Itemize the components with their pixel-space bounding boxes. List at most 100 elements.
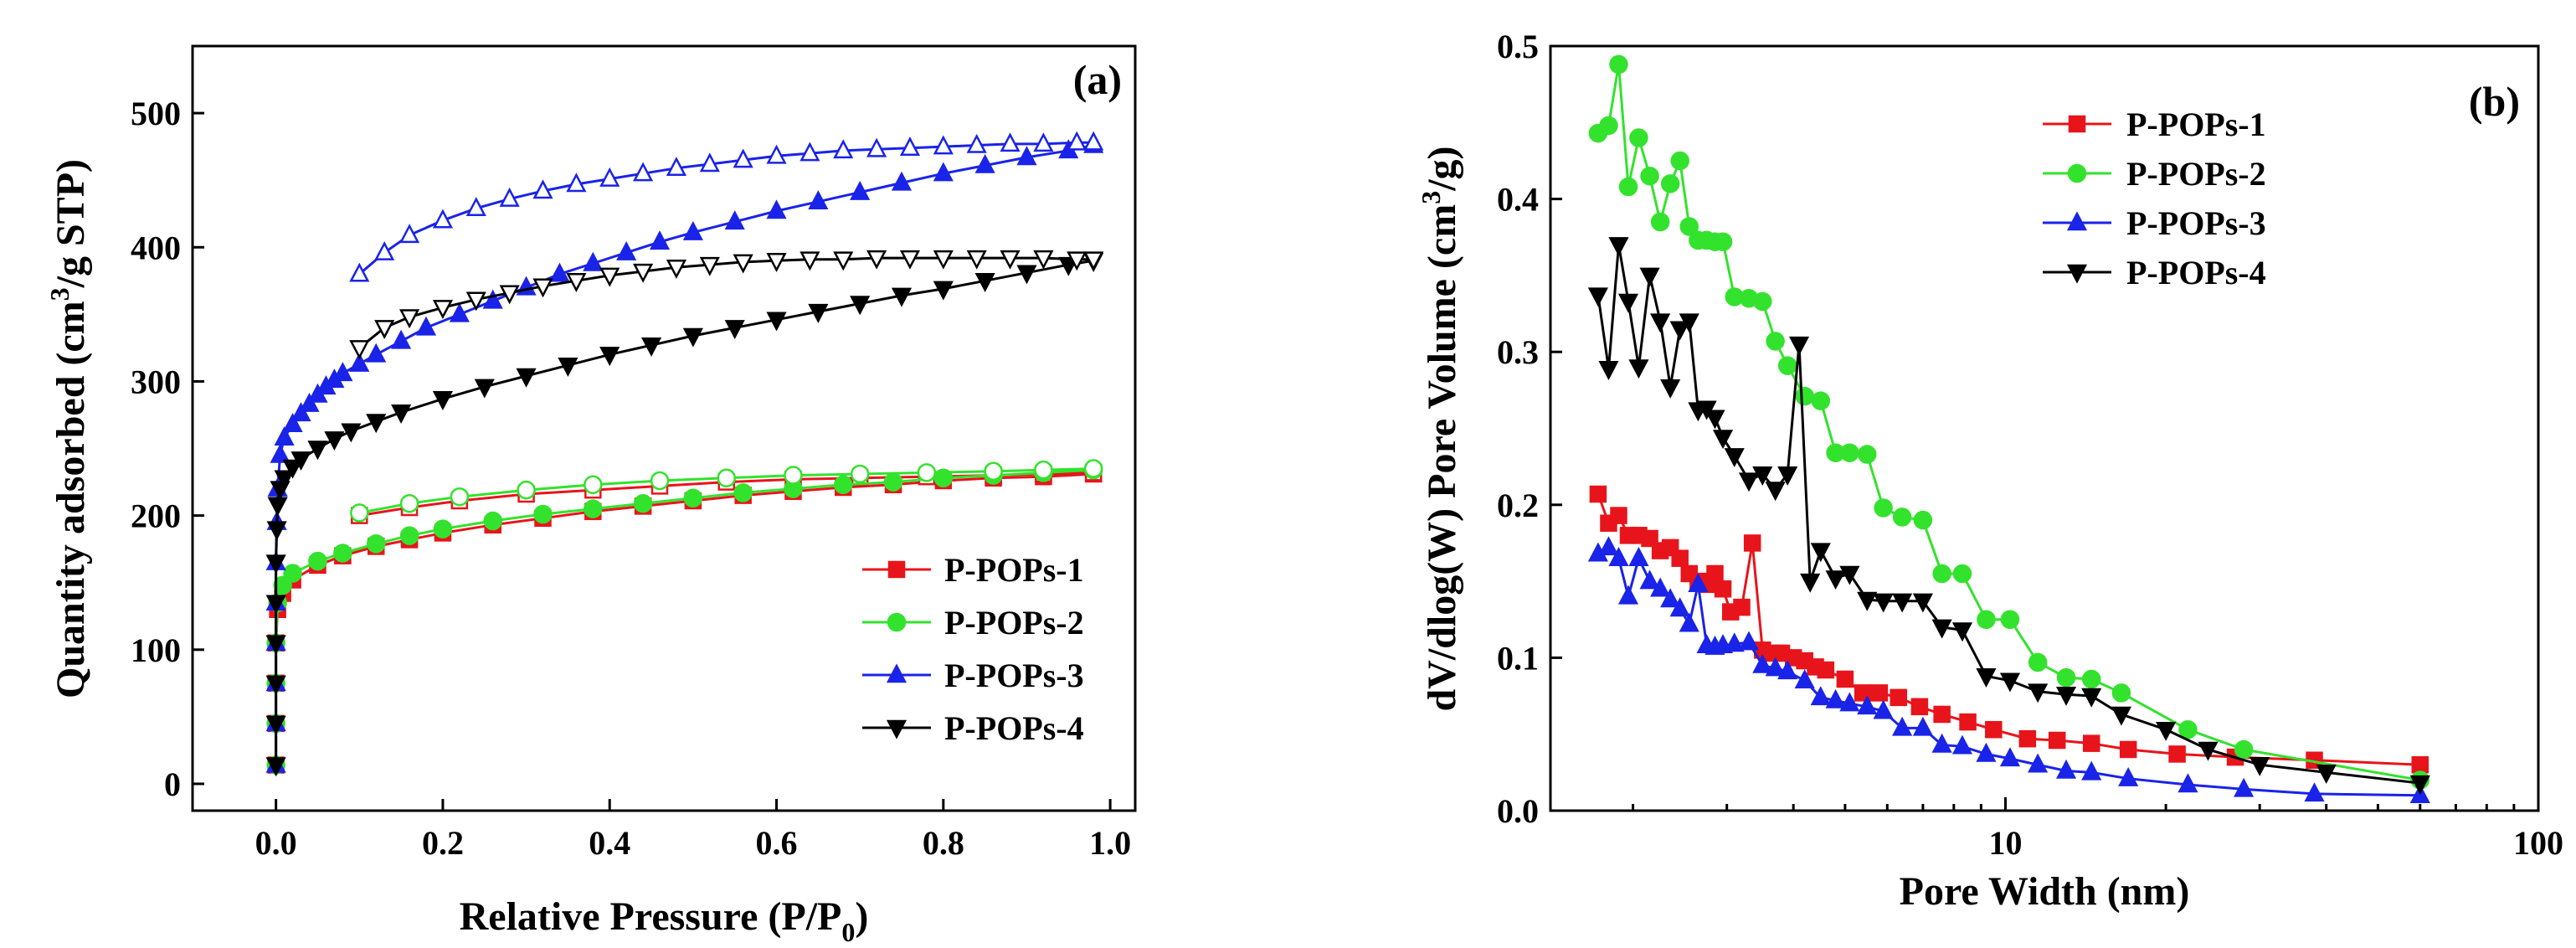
panel-a-adsorption-point [333,544,352,563]
panel-a-adsorption-point [291,402,311,422]
panel-a-adsorption-point [265,757,286,777]
panel-a-legend-label: P-POPs-4 [944,709,1084,747]
panel-a-y-tick-label: 0 [164,765,181,803]
panel-b-data-point [2048,731,2066,750]
panel-a-adsorption-point [558,357,578,377]
panel-a-adsorption-point [270,443,291,463]
panel-a-adsorption-point [273,575,292,595]
panel-b-data-point [1629,128,1648,147]
panel-a-y-tick-label: 300 [131,363,181,400]
panel-a-isotherm-chart: 0.0 0.2 0.4 0.6 0.8 1.0 0 100 200 300 400 500 (a) R… [44,44,1137,947]
panel-b-data-point [2055,686,2077,706]
panel-a-desorption-point [833,139,854,159]
panel-b-data-point [1777,466,1798,486]
panel-b-data-point [1839,565,1860,585]
panel-b-y-tick-label: 0.4 [1497,181,1539,219]
panel-b-data-point [2234,777,2255,797]
panel-b-data-point [1857,695,1878,715]
panel-b-x-axis-title: Pore Width (nm) [1900,869,2190,914]
panel-a-desorption-point [717,468,736,488]
panel-a-adsorption-point [433,519,453,538]
panel-a-adsorption-point [415,316,437,336]
panel-b-legend-label: P-POPs-4 [2126,254,2266,291]
panel-b-data-point [1932,564,1951,584]
panel-b-y-axis-title: dV/dlog(W) Pore Volume (cm3/g) [1416,146,1464,711]
panel-a-legend: P-POPs-1 P-POPs-2 P-POPs-3 P-POPs-4 [862,551,1084,747]
panel-a-desorption-point [566,173,587,193]
panel-a-series-p-pops-4 [265,250,1104,777]
panel-b-data-point [1639,267,1660,287]
panel-b-data-point [2250,756,2270,776]
panel-a-adsorption-point [267,497,288,517]
panel-a-desorption-point [566,273,587,292]
panel-b-data-point [1706,564,1724,583]
panel-a-y-tick-label: 400 [131,229,181,266]
panel-b-data-point [2082,734,2100,752]
panel-a-desorption-point [432,300,454,320]
panel-b-data-point [1890,688,1908,707]
panel-a-desorption-point [399,309,420,329]
panel-b-x-tick-label: 10 [1988,824,2022,862]
panel-a-desorption-point [1000,132,1021,152]
panel-b-data-point [1777,660,1798,680]
panel-a-label: (a) [1073,56,1122,103]
svg-text:dV/dlog(W) Pore Volume (cm3/g): dV/dlog(W) Pore Volume (cm3/g) [1416,146,1464,711]
panel-a-adsorption-point [291,451,311,471]
panel-b-data-point [1670,151,1689,171]
panel-a-desorption-point [1033,250,1054,270]
panel-b-legend-marker [2066,264,2088,284]
panel-a-desorption-point [699,256,720,276]
panel-a-desorption-point [933,250,954,270]
panel-b-data-point [2111,683,2131,703]
panel-b-data-point [1777,356,1797,375]
panel-a-desorption-point [966,133,987,153]
panel-b-data-point [1836,670,1854,688]
panel-a-desorption-point [766,144,787,164]
panel-a-adsorption-point [265,635,286,655]
panel-b-data-point [1753,291,1772,312]
panel-a-desorption-point [917,463,937,482]
panel-a-desorption-point [349,340,370,360]
panel-a-adsorption-point [649,230,671,250]
panel-b-data-point [2119,740,2137,759]
panel-b-pore-size-chart: 10 100 0.0 0.1 0.2 0.3 0.4 0.5 (b) Pore Width (… [1416,28,2563,914]
panel-a-desorption-point [699,152,720,173]
panel-b-data-point [2409,775,2430,795]
panel-a-desorption-point [1033,132,1054,152]
panel-b-data-point [1679,313,1699,333]
panel-b-data-point [1617,585,1639,605]
panel-a-desorption-point [349,262,370,282]
panel-b-data-point [1599,116,1618,136]
panel-b-data-point [1810,686,1831,706]
panel-a-desorption-point [666,157,687,177]
panel-b-data-point [2156,721,2177,741]
panel-b-data-point [2000,610,2020,629]
panel-b-data-point [1976,668,1997,688]
panel-b-data-point [1712,430,1734,450]
panel-a-adsorption-point [282,413,303,432]
panel-b-data-point [1743,534,1761,552]
panel-b-data-point [1608,547,1629,566]
panel-b-data-point [1639,569,1660,590]
panel-b-data-point [1910,698,1929,716]
panel-b-data-point [1713,232,1733,251]
panel-b-data-point [1650,313,1671,333]
panel-a-desorption-point [899,137,921,156]
panel-b-data-point [1913,510,1933,530]
panel-a-adsorption-point [766,312,787,332]
panel-b-data-point [1679,217,1699,236]
panel-a-desorption-point [399,224,420,244]
panel-a-desorption-point [633,263,654,283]
svg-text:Quantity adsorbed (cm3/g STP): Quantity adsorbed (cm3/g STP) [44,159,93,698]
panel-b-data-point [1617,293,1639,313]
panel-b-data-point [1598,536,1619,556]
panel-a-adsorption-point [724,210,745,230]
panel-a-desorption-point [766,253,787,272]
panel-a-desorption-line [358,256,1094,349]
panel-a-plot-frame [191,44,1137,812]
panel-a-adsorption-point [266,521,287,541]
panel-a-desorption-point [1083,131,1104,151]
panel-b-y-tick-label: 0.3 [1497,333,1539,371]
panel-a-desorption-point [1000,250,1021,270]
panel-b-data-point [1640,166,1659,186]
